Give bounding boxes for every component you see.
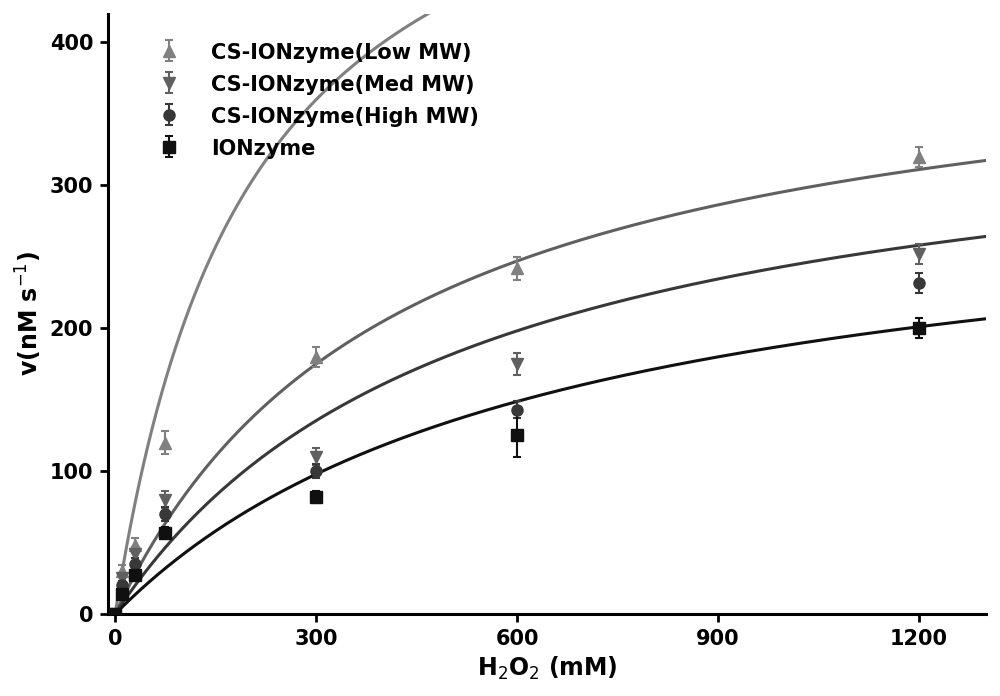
Y-axis label: v(nM s$^{-1}$): v(nM s$^{-1}$) [14,251,44,377]
Legend: CS-IONzyme(Low MW), CS-IONzyme(Med MW), CS-IONzyme(High MW), IONzyme: CS-IONzyme(Low MW), CS-IONzyme(Med MW), … [136,36,486,165]
X-axis label: H$_2$O$_2$ (mM): H$_2$O$_2$ (mM) [477,655,618,682]
